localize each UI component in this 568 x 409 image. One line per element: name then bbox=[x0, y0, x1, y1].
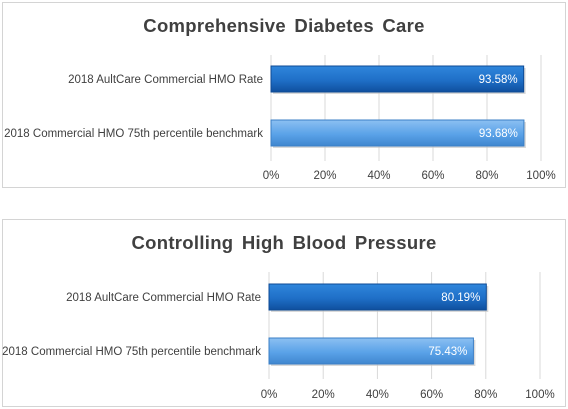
x-tick-label: 60% bbox=[421, 170, 444, 182]
category-label: 2018 AultCare Commercial HMO Rate bbox=[66, 292, 261, 304]
x-tick-label: 40% bbox=[366, 389, 389, 401]
x-tick-label: 100% bbox=[526, 170, 555, 182]
x-tick-label: 80% bbox=[475, 170, 498, 182]
x-tick-label: 20% bbox=[313, 170, 336, 182]
x-tick-label: 0% bbox=[261, 389, 278, 401]
diabetes-care-plot: 0% 20% 40% 60% 80% 100% 2018 AultCare Commerci… bbox=[4, 55, 556, 182]
bar bbox=[268, 337, 474, 365]
category-label: 2018 Commercial HMO 75th percentile benc… bbox=[4, 128, 263, 140]
chart-title: Comprehensive Diabetes Care bbox=[143, 15, 425, 36]
x-tick-label: 40% bbox=[367, 170, 390, 182]
bar bbox=[270, 65, 525, 93]
chart-title: Controlling High Blood Pressure bbox=[131, 232, 437, 253]
data-label: 93.68% bbox=[479, 128, 518, 140]
diabetes-care-chart: Comprehensive Diabetes Care 0% 20% 40% 60% 8… bbox=[2, 2, 566, 188]
bar bbox=[268, 283, 487, 311]
x-tick-label: 60% bbox=[420, 389, 443, 401]
blood-pressure-plot: 0% 20% 40% 60% 80% 100% 2018 AultCare Commerci… bbox=[2, 272, 555, 401]
x-tick-label: 20% bbox=[312, 389, 335, 401]
x-tick-label: 80% bbox=[474, 389, 497, 401]
blood-pressure-chart: Controlling High Blood Pressure 0% 20% 40%… bbox=[2, 219, 566, 407]
x-tick-label: 0% bbox=[263, 170, 280, 182]
x-tick-label: 100% bbox=[525, 389, 554, 401]
bar bbox=[270, 119, 525, 147]
category-label: 2018 Commercial HMO 75th percentile benc… bbox=[2, 346, 261, 358]
data-label: 75.43% bbox=[428, 346, 467, 358]
category-label: 2018 AultCare Commercial HMO Rate bbox=[68, 74, 263, 86]
data-label: 93.58% bbox=[479, 74, 518, 86]
data-label: 80.19% bbox=[441, 292, 480, 304]
